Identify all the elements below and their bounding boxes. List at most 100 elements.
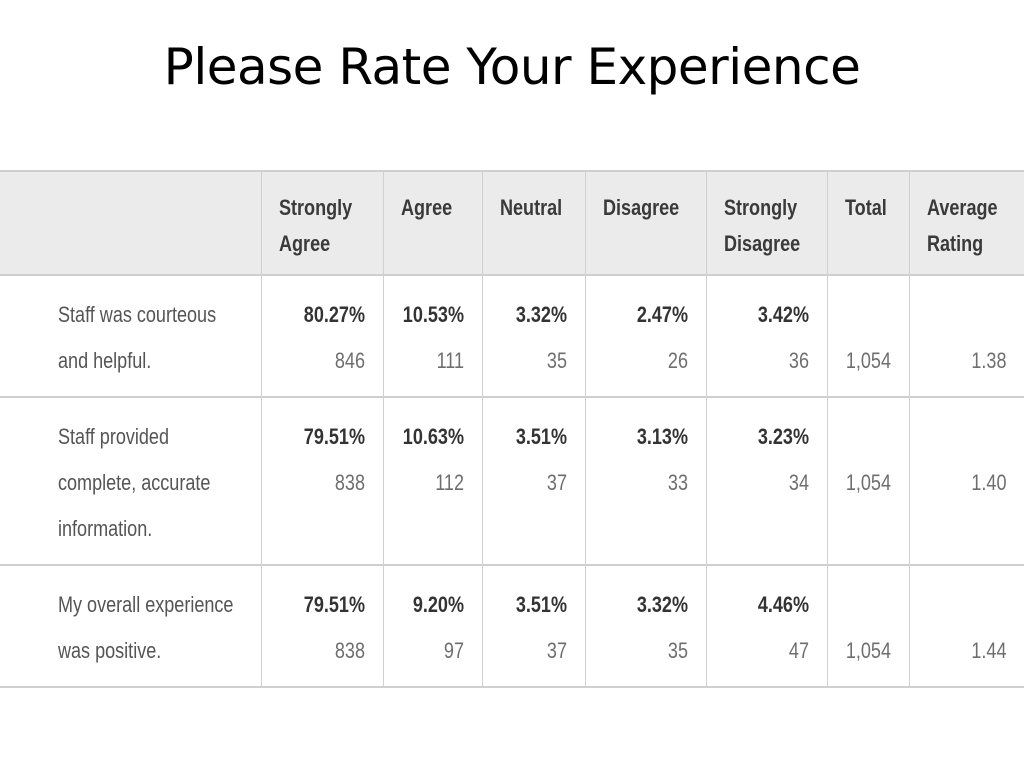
header-line: Strongly xyxy=(278,195,352,220)
header-label: Disagree xyxy=(603,190,679,226)
response-cell-strongly-agree: 79.51% 838 xyxy=(260,565,383,688)
count-value: 112 xyxy=(434,470,464,495)
count-value: 36 xyxy=(788,348,809,373)
header-disagree: Disagree xyxy=(584,170,706,276)
percent-value: 3.32% xyxy=(515,302,567,327)
question-line: complete, accurate xyxy=(58,470,211,495)
response-cell-neutral: 3.51% 37 xyxy=(481,397,585,566)
percent-value: 10.63% xyxy=(402,424,464,449)
percent-value: 79.51% xyxy=(303,424,365,449)
question-text: Staff was courteous and helpful. xyxy=(58,292,247,384)
header-line: Neutral xyxy=(499,195,562,220)
count-value: 34 xyxy=(788,470,809,495)
average-cell: 01.38 xyxy=(908,275,1024,398)
table-row: Staff provided complete, accurate informat… xyxy=(0,397,1024,566)
question-line: was positive. xyxy=(58,638,162,663)
header-average-rating: Average Rating xyxy=(908,170,1024,276)
question-text: My overall experience was positive. xyxy=(58,582,247,674)
header-line: Average xyxy=(926,195,998,220)
response-cell-agree: 10.53% 111 xyxy=(382,275,482,398)
survey-results-table: Strongly Agree Agree Neutral Disagree Str… xyxy=(0,170,1024,688)
count-value: 35 xyxy=(546,348,567,373)
response-cell-neutral: 3.51% 37 xyxy=(481,565,585,688)
question-cell: My overall experience was positive. xyxy=(0,565,261,688)
count-value: 47 xyxy=(788,638,809,663)
percent-value: 9.20% xyxy=(412,592,464,617)
header-line: Rating xyxy=(926,231,983,256)
header-label: Strongly Disagree xyxy=(724,190,800,262)
header-line: Agree xyxy=(400,195,452,220)
percent-value: 3.51% xyxy=(515,424,567,449)
slide-title: Please Rate Your Experience xyxy=(163,38,861,96)
percent-value: 3.23% xyxy=(757,424,809,449)
header-question xyxy=(0,170,261,276)
question-text: Staff provided complete, accurate informat… xyxy=(58,414,247,552)
header-label: Agree xyxy=(401,190,452,226)
header-line: Disagree xyxy=(723,231,800,256)
header-line: Total xyxy=(844,195,887,220)
response-cell-agree: 9.20% 97 xyxy=(382,565,482,688)
count-value: 37 xyxy=(546,470,567,495)
count-value: 37 xyxy=(546,638,567,663)
count-value: 111 xyxy=(436,348,464,373)
response-cell-neutral: 3.32% 35 xyxy=(481,275,585,398)
percent-value: 4.46% xyxy=(757,592,809,617)
average-cell: 01.44 xyxy=(908,565,1024,688)
header-line: Strongly xyxy=(723,195,797,220)
question-line: My overall experience xyxy=(58,592,234,617)
percent-value: 80.27% xyxy=(303,302,365,327)
header-strongly-agree: Strongly Agree xyxy=(260,170,383,276)
average-value: 1.40 xyxy=(970,470,1006,495)
response-cell-disagree: 3.32% 35 xyxy=(584,565,706,688)
header-row: Strongly Agree Agree Neutral Disagree Str… xyxy=(0,170,1024,276)
response-cell-disagree: 2.47% 26 xyxy=(584,275,706,398)
question-cell: Staff was courteous and helpful. xyxy=(0,275,261,398)
response-cell-agree: 10.63% 112 xyxy=(382,397,482,566)
header-total: Total xyxy=(826,170,909,276)
count-value: 26 xyxy=(667,348,688,373)
count-value: 846 xyxy=(334,348,365,373)
percent-value: 3.51% xyxy=(515,592,567,617)
question-line: and helpful. xyxy=(58,348,152,373)
percent-value: 10.53% xyxy=(402,302,464,327)
response-cell-strongly-disagree: 4.46% 47 xyxy=(705,565,827,688)
count-value: 838 xyxy=(334,638,365,663)
header-strongly-disagree: Strongly Disagree xyxy=(705,170,827,276)
count-value: 35 xyxy=(667,638,688,663)
response-cell-strongly-disagree: 3.42% 36 xyxy=(705,275,827,398)
question-line: information. xyxy=(58,516,153,541)
average-value: 1.38 xyxy=(970,348,1006,373)
total-cell: 01,054 xyxy=(826,397,909,566)
header-label: Strongly Agree xyxy=(279,190,352,262)
percent-value: 79.51% xyxy=(303,592,365,617)
total-value: 1,054 xyxy=(845,348,891,373)
header-label: Average Rating xyxy=(927,190,998,262)
count-value: 97 xyxy=(443,638,464,663)
response-cell-strongly-agree: 79.51% 838 xyxy=(260,397,383,566)
count-value: 33 xyxy=(667,470,688,495)
header-agree: Agree xyxy=(382,170,482,276)
total-value: 1,054 xyxy=(845,638,891,663)
percent-value: 3.42% xyxy=(757,302,809,327)
total-value: 1,054 xyxy=(845,470,891,495)
average-value: 1.44 xyxy=(970,638,1006,663)
question-line: Staff provided xyxy=(58,424,169,449)
average-cell: 01.40 xyxy=(908,397,1024,566)
response-cell-strongly-agree: 80.27% 846 xyxy=(260,275,383,398)
header-label: Total xyxy=(845,190,887,226)
percent-value: 3.32% xyxy=(636,592,688,617)
table-row: My overall experience was positive. 79.51… xyxy=(0,565,1024,688)
response-cell-disagree: 3.13% 33 xyxy=(584,397,706,566)
question-line: Staff was courteous xyxy=(58,302,217,327)
total-cell: 01,054 xyxy=(826,275,909,398)
total-cell: 01,054 xyxy=(826,565,909,688)
percent-value: 3.13% xyxy=(636,424,688,449)
header-line: Agree xyxy=(278,231,330,256)
header-neutral: Neutral xyxy=(481,170,585,276)
percent-value: 2.47% xyxy=(636,302,688,327)
question-cell: Staff provided complete, accurate informat… xyxy=(0,397,261,566)
count-value: 838 xyxy=(334,470,365,495)
table-row: Staff was courteous and helpful. 80.27% 84… xyxy=(0,275,1024,398)
response-cell-strongly-disagree: 3.23% 34 xyxy=(705,397,827,566)
header-line: Disagree xyxy=(602,195,679,220)
